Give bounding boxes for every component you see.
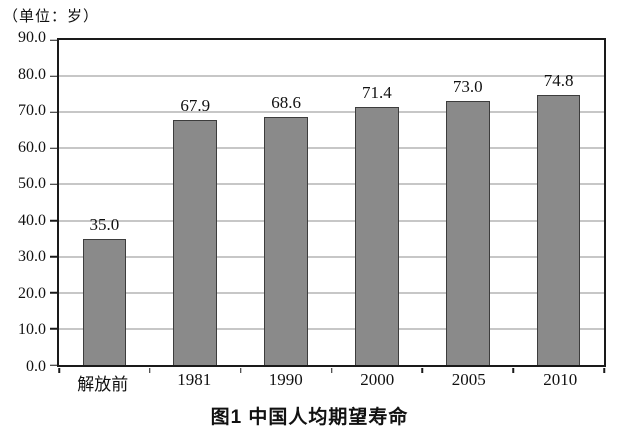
y-tick-mark [50, 39, 57, 41]
bar-value-label: 71.4 [362, 83, 392, 103]
y-tick-label: 20.0 [18, 284, 46, 302]
bar-1981 [173, 119, 218, 365]
y-tick-mark [50, 219, 57, 222]
bar-value-label: 35.0 [89, 214, 120, 234]
y-tick-mark [50, 255, 57, 258]
gridline [59, 111, 604, 113]
y-tick-label: 10.0 [18, 321, 46, 339]
bar-value-label: 67.9 [180, 95, 211, 115]
bar-1990 [264, 117, 308, 365]
gridline [59, 147, 604, 149]
x-axis-labels: 解放前 1981 1990 2000 2005 2010 [57, 370, 606, 395]
y-axis-labels: 0.0 10.0 20.0 30.0 40.0 50.0 60.0 70.0 80.0 90.0 [0, 30, 46, 375]
unit-label: （单位：岁） [3, 9, 100, 25]
bar-2005 [445, 101, 490, 365]
gridline [59, 75, 604, 77]
gridline [59, 183, 604, 185]
x-tick-mark [421, 367, 424, 373]
y-tick-mark [50, 328, 57, 330]
x-category-label: 2010 [543, 370, 578, 389]
y-tick-label: 50.0 [18, 175, 46, 193]
gridline [59, 220, 604, 222]
bar-value-label: 73.0 [452, 77, 483, 97]
y-tick-label: 70.0 [18, 102, 46, 120]
x-category-label: 解放前 [77, 375, 129, 394]
x-category-label: 2005 [451, 370, 486, 389]
y-tick-mark [50, 111, 57, 113]
y-tick-label: 40.0 [18, 211, 46, 229]
y-tick-label: 60.0 [18, 138, 46, 156]
x-tick-mark [239, 367, 242, 373]
x-category-label: 1981 [177, 370, 212, 389]
plot-area: 35.0 67.9 68.6 71.4 73.0 74.8 [50, 38, 606, 373]
x-tick-mark [330, 367, 333, 373]
gridline [59, 292, 604, 294]
chart-title: 图1 中国人均期望寿命 [210, 407, 409, 428]
gridline [59, 256, 604, 258]
y-tick-label: 90.0 [18, 29, 46, 46]
y-tick-mark [50, 147, 57, 150]
y-tick-mark [50, 183, 57, 186]
bar-2010 [536, 94, 581, 365]
x-tick-mark [149, 367, 151, 373]
x-tick-mark [603, 367, 605, 373]
bar-2000 [355, 107, 399, 365]
y-tick-label: 30.0 [18, 248, 46, 266]
y-tick-label: 0.0 [26, 358, 46, 375]
x-category-label: 2000 [360, 370, 395, 389]
bar-value-label: 74.8 [543, 70, 574, 90]
gridline [59, 328, 604, 330]
y-tick-mark [50, 75, 57, 77]
x-tick-mark [58, 367, 60, 373]
bar-解放前 [82, 238, 127, 365]
x-tick-mark [512, 367, 514, 373]
x-category-label: 1990 [268, 370, 303, 389]
bar-value-label: 68.6 [271, 93, 301, 113]
y-tick-label: 80.0 [18, 65, 46, 83]
y-tick-mark [50, 292, 57, 294]
y-tick-mark [50, 364, 57, 366]
